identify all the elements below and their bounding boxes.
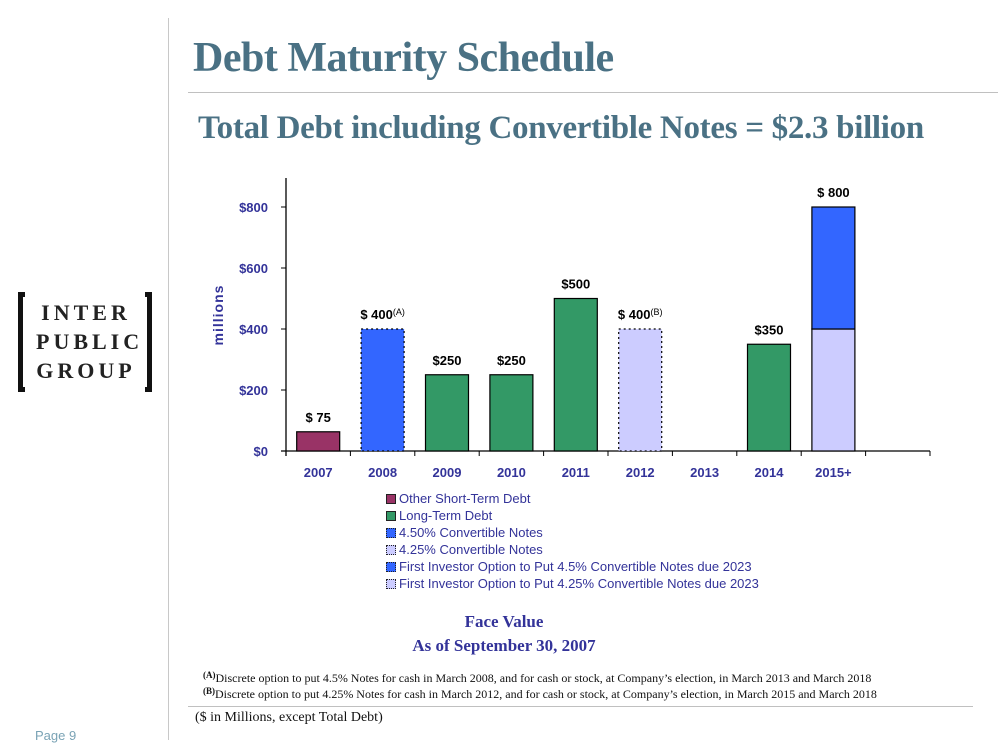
- legend-item: First Investor Option to Put 4.5% Conver…: [386, 558, 759, 575]
- x-tick-label: 2013: [690, 465, 719, 480]
- data-label: $500: [561, 277, 590, 292]
- page-subtitle: Total Debt including Convertible Notes =…: [198, 110, 924, 146]
- legend-item: Other Short-Term Debt: [386, 490, 759, 507]
- data-label: $250: [433, 353, 462, 368]
- legend-item: Long-Term Debt: [386, 507, 759, 524]
- title-divider: [188, 92, 998, 93]
- logo-right-bracket: [145, 292, 152, 392]
- y-tick-label: $200: [239, 383, 268, 398]
- logo-left-bracket: [18, 292, 25, 392]
- logo-line-3: GROUP: [36, 358, 136, 383]
- footnote-a-text: Discrete option to put 4.5% Notes for ca…: [215, 671, 872, 685]
- footnote-b-marker: (B): [203, 686, 215, 696]
- legend-swatch: [386, 544, 396, 555]
- chart-axes: $0 $200 $400 $600 $800 millions 2007 2008 2009 20…: [210, 178, 931, 480]
- x-tick-label: 2008: [368, 465, 397, 480]
- footnote-b-text: Discrete option to put 4.25% Notes for c…: [215, 687, 877, 701]
- bar-2015plus: [811, 328, 856, 452]
- bar-2011: [553, 297, 598, 452]
- y-tick-label: $600: [239, 261, 268, 276]
- y-axis-label: millions: [210, 285, 226, 346]
- legend-item: 4.50% Convertible Notes: [386, 524, 759, 541]
- legend-label: 4.25% Convertible Notes: [399, 542, 543, 557]
- caption-as-of-date: As of September 30, 2007: [412, 636, 596, 655]
- bar-2010: [489, 374, 534, 452]
- legend-swatch: [386, 578, 396, 589]
- legend-label: 4.50% Convertible Notes: [399, 525, 543, 540]
- legend-swatch: [386, 493, 396, 504]
- bar-2008: [360, 328, 405, 452]
- bar-2014: [746, 343, 792, 452]
- interpublic-group-logo: INTER PUBLIC GROUP: [18, 292, 152, 394]
- data-label: $ 75: [306, 410, 331, 425]
- legend-swatch: [386, 561, 396, 572]
- left-divider: [168, 18, 169, 740]
- chart-legend: Other Short-Term Debt Long-Term Debt 4.50%…: [386, 490, 759, 592]
- x-tick-label: 2011: [562, 465, 590, 480]
- legend-swatch: [386, 527, 396, 538]
- legend-swatch: [386, 510, 396, 521]
- page-number: Page 9: [35, 728, 77, 743]
- logo-text: INTER PUBLIC GROUP: [36, 298, 144, 385]
- caption-face-value: Face Value: [464, 612, 544, 631]
- footnote-b: (B)Discrete option to put 4.25% Notes fo…: [203, 686, 877, 702]
- bar-2012: [618, 328, 663, 452]
- footer-divider: [188, 706, 973, 707]
- chart-data-labels: $ 75 $ 400(A) $250 $250 $500 $ 400(B) $350 $ 80…: [306, 185, 850, 425]
- data-label: $250: [497, 353, 526, 368]
- legend-label: Other Short-Term Debt: [399, 491, 531, 506]
- bar-2009: [424, 374, 470, 452]
- data-label: $ 400(A): [360, 307, 405, 322]
- data-label: $ 800: [817, 185, 850, 200]
- y-tick-label: $400: [239, 322, 268, 337]
- x-tick-label: 2010: [497, 465, 526, 480]
- legend-item: 4.25% Convertible Notes: [386, 541, 759, 558]
- units-note: ($ in Millions, except Total Debt): [195, 710, 383, 725]
- x-tick-label: 2014: [755, 465, 785, 480]
- logo-line-2: PUBLIC: [36, 329, 144, 354]
- x-tick-label: 2007: [304, 465, 333, 480]
- x-tick-label: 2012: [626, 465, 655, 480]
- footnote-a: (A)Discrete option to put 4.5% Notes for…: [203, 670, 871, 686]
- legend-label: First Investor Option to Put 4.5% Conver…: [399, 559, 752, 574]
- bar-2015plus: [811, 206, 856, 330]
- legend-label: First Investor Option to Put 4.25% Conve…: [399, 576, 759, 591]
- logo-line-1: INTER: [41, 300, 131, 325]
- page-title: Debt Maturity Schedule: [193, 35, 614, 81]
- bar-2007: [296, 431, 341, 452]
- y-tick-label: $0: [254, 444, 268, 459]
- legend-label: Long-Term Debt: [399, 508, 493, 523]
- debt-maturity-chart: $0 $200 $400 $600 $800 millions 2007 2008 2009 20…: [210, 178, 931, 480]
- data-label: $ 400(B): [618, 307, 663, 322]
- chart-bars: [296, 206, 856, 452]
- footnote-a-marker: (A): [203, 670, 216, 680]
- x-tick-label: 2009: [433, 465, 462, 480]
- data-label: $350: [755, 322, 784, 337]
- x-tick-label: 2015+: [815, 465, 852, 480]
- legend-item: First Investor Option to Put 4.25% Conve…: [386, 575, 759, 592]
- y-tick-label: $800: [239, 200, 268, 215]
